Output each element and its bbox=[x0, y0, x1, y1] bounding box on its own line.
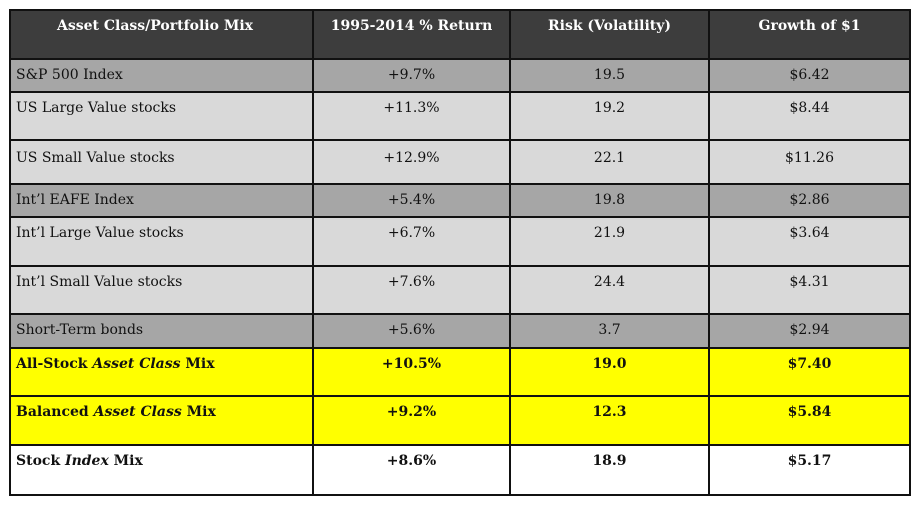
table-row: Balanced Asset Class Mix +9.2% 12.3 $5.8… bbox=[9, 395, 911, 446]
risk-cell: 24.4 bbox=[509, 265, 710, 315]
return-cell: +10.5% bbox=[312, 347, 511, 397]
return-cell: +9.2% bbox=[312, 395, 511, 446]
growth-cell: $2.94 bbox=[708, 313, 911, 349]
table-row: S&P 500 Index +9.7% 19.5 $6.42 bbox=[9, 58, 911, 93]
table-row: Stock Index Mix +8.6% 18.9 $5.17 bbox=[9, 444, 911, 496]
asset-class-table: Asset Class/Portfolio Mix 1995-2014 % Re… bbox=[9, 9, 911, 496]
growth-cell: $8.44 bbox=[708, 91, 911, 141]
return-cell: +6.7% bbox=[312, 216, 511, 267]
growth-cell: $5.17 bbox=[708, 444, 911, 496]
risk-cell: 22.1 bbox=[509, 139, 710, 185]
growth-cell: $5.84 bbox=[708, 395, 911, 446]
risk-cell: 19.8 bbox=[509, 183, 710, 218]
row-label: Int’l Large Value stocks bbox=[9, 216, 314, 267]
risk-cell: 19.2 bbox=[509, 91, 710, 141]
column-header-growth: Growth of $1 bbox=[708, 9, 911, 60]
table-row: Short-Term bonds +5.6% 3.7 $2.94 bbox=[9, 313, 911, 349]
return-cell: +7.6% bbox=[312, 265, 511, 315]
row-label: US Large Value stocks bbox=[9, 91, 314, 141]
row-label: All-Stock Asset Class Mix bbox=[9, 347, 314, 397]
row-label: Balanced Asset Class Mix bbox=[9, 395, 314, 446]
risk-cell: 21.9 bbox=[509, 216, 710, 267]
growth-cell: $11.26 bbox=[708, 139, 911, 185]
risk-cell: 18.9 bbox=[509, 444, 710, 496]
column-header-risk: Risk (Volatility) bbox=[509, 9, 710, 60]
row-label: Stock Index Mix bbox=[9, 444, 314, 496]
table-row: US Small Value stocks +12.9% 22.1 $11.26 bbox=[9, 139, 911, 185]
row-label: S&P 500 Index bbox=[9, 58, 314, 93]
return-cell: +9.7% bbox=[312, 58, 511, 93]
return-cell: +5.4% bbox=[312, 183, 511, 218]
return-cell: +12.9% bbox=[312, 139, 511, 185]
return-cell: +5.6% bbox=[312, 313, 511, 349]
risk-cell: 3.7 bbox=[509, 313, 710, 349]
row-label: Int’l Small Value stocks bbox=[9, 265, 314, 315]
growth-cell: $3.64 bbox=[708, 216, 911, 267]
growth-cell: $6.42 bbox=[708, 58, 911, 93]
table-row: Int’l Small Value stocks +7.6% 24.4 $4.3… bbox=[9, 265, 911, 315]
table-header-row: Asset Class/Portfolio Mix 1995-2014 % Re… bbox=[9, 9, 911, 60]
risk-cell: 19.5 bbox=[509, 58, 710, 93]
growth-cell: $4.31 bbox=[708, 265, 911, 315]
return-cell: +11.3% bbox=[312, 91, 511, 141]
table-row: All-Stock Asset Class Mix +10.5% 19.0 $7… bbox=[9, 347, 911, 397]
row-label: Short-Term bonds bbox=[9, 313, 314, 349]
table-row: Int’l Large Value stocks +6.7% 21.9 $3.6… bbox=[9, 216, 911, 267]
column-header-asset-class: Asset Class/Portfolio Mix bbox=[9, 9, 314, 60]
risk-cell: 19.0 bbox=[509, 347, 710, 397]
column-header-return: 1995-2014 % Return bbox=[312, 9, 511, 60]
table-row: US Large Value stocks +11.3% 19.2 $8.44 bbox=[9, 91, 911, 141]
risk-cell: 12.3 bbox=[509, 395, 710, 446]
table-row: Int’l EAFE Index +5.4% 19.8 $2.86 bbox=[9, 183, 911, 218]
growth-cell: $2.86 bbox=[708, 183, 911, 218]
growth-cell: $7.40 bbox=[708, 347, 911, 397]
row-label: US Small Value stocks bbox=[9, 139, 314, 185]
row-label: Int’l EAFE Index bbox=[9, 183, 314, 218]
return-cell: +8.6% bbox=[312, 444, 511, 496]
